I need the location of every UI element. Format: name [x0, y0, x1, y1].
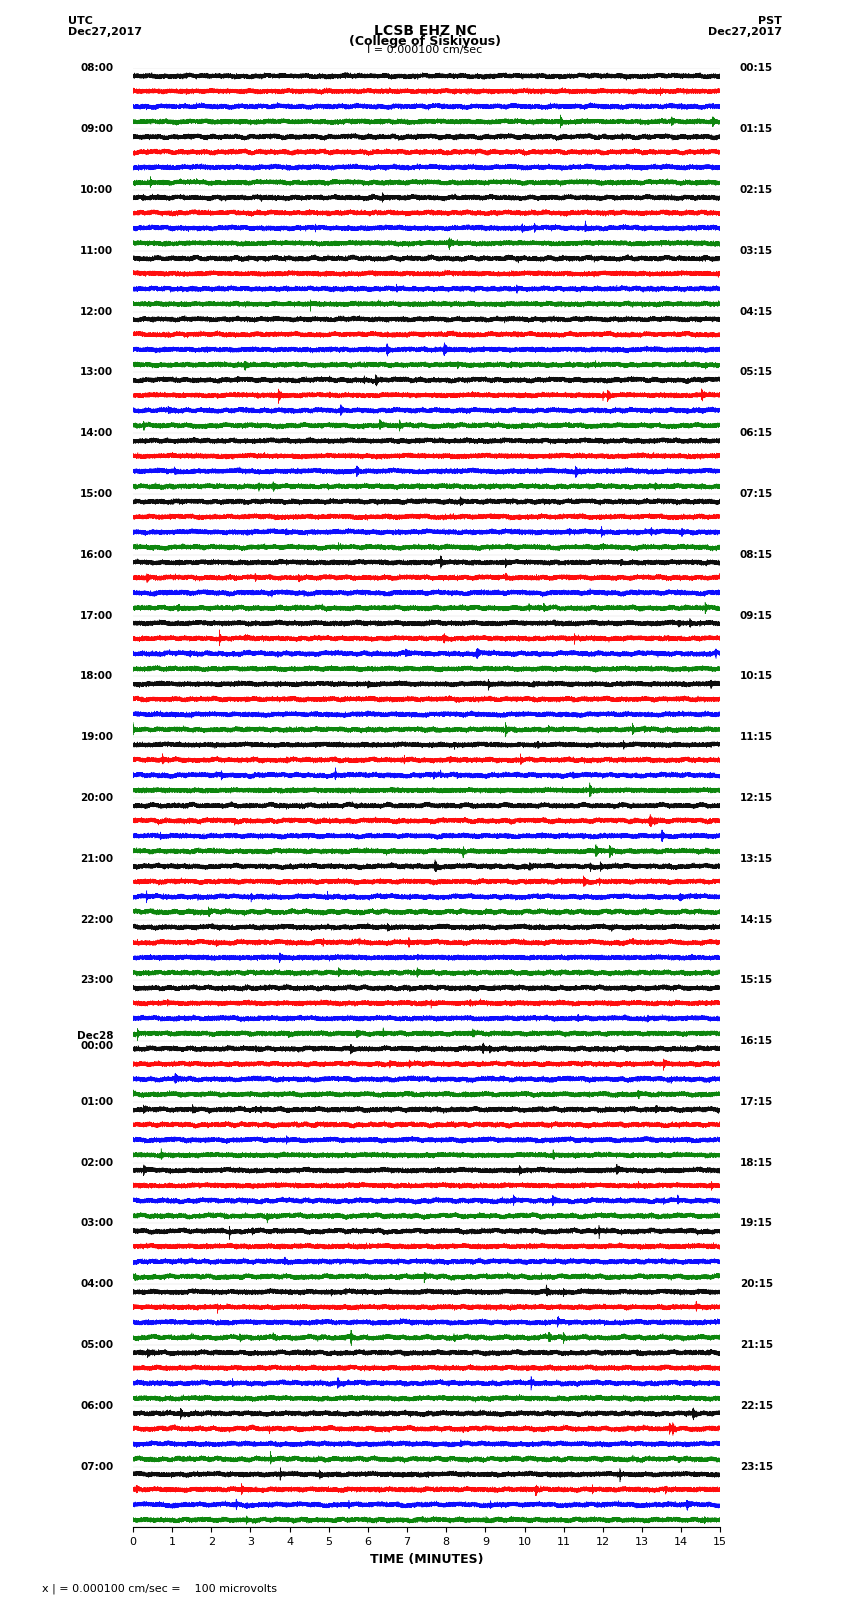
Text: 14:00: 14:00 — [80, 427, 113, 439]
Text: 08:15: 08:15 — [740, 550, 773, 560]
Text: 13:00: 13:00 — [80, 368, 113, 377]
Text: 01:00: 01:00 — [80, 1097, 113, 1107]
Text: 18:15: 18:15 — [740, 1158, 773, 1168]
Text: 06:15: 06:15 — [740, 427, 773, 439]
Text: 20:15: 20:15 — [740, 1279, 773, 1289]
Text: 12:15: 12:15 — [740, 794, 773, 803]
Text: 21:15: 21:15 — [740, 1340, 773, 1350]
Text: 13:15: 13:15 — [740, 853, 773, 863]
Text: 10:15: 10:15 — [740, 671, 773, 681]
Text: 21:00: 21:00 — [80, 853, 113, 863]
Text: 22:00: 22:00 — [80, 915, 113, 924]
Text: 16:00: 16:00 — [80, 550, 113, 560]
Text: 09:00: 09:00 — [81, 124, 113, 134]
Text: 02:00: 02:00 — [80, 1158, 113, 1168]
Text: 07:15: 07:15 — [740, 489, 774, 498]
Text: 11:15: 11:15 — [740, 732, 773, 742]
Text: 05:00: 05:00 — [80, 1340, 113, 1350]
Text: 10:00: 10:00 — [80, 185, 113, 195]
Text: 15:15: 15:15 — [740, 976, 773, 986]
Text: 16:15: 16:15 — [740, 1036, 773, 1047]
Text: 09:15: 09:15 — [740, 611, 773, 621]
Text: 18:00: 18:00 — [80, 671, 113, 681]
Text: 15:00: 15:00 — [80, 489, 113, 498]
Text: 03:00: 03:00 — [80, 1218, 113, 1229]
Text: Dec28: Dec28 — [76, 1031, 113, 1040]
Text: 06:00: 06:00 — [80, 1400, 113, 1411]
Text: 17:00: 17:00 — [80, 611, 113, 621]
Text: 19:00: 19:00 — [81, 732, 113, 742]
Text: 05:15: 05:15 — [740, 368, 773, 377]
Text: 22:15: 22:15 — [740, 1400, 773, 1411]
Text: LCSB EHZ NC: LCSB EHZ NC — [373, 24, 477, 39]
Text: 19:15: 19:15 — [740, 1218, 773, 1229]
Text: 08:00: 08:00 — [80, 63, 113, 73]
X-axis label: TIME (MINUTES): TIME (MINUTES) — [370, 1553, 484, 1566]
Text: 17:15: 17:15 — [740, 1097, 774, 1107]
Text: 20:00: 20:00 — [80, 794, 113, 803]
Text: Dec27,2017: Dec27,2017 — [68, 27, 142, 37]
Text: PST: PST — [758, 16, 782, 26]
Text: 23:00: 23:00 — [80, 976, 113, 986]
Text: UTC: UTC — [68, 16, 93, 26]
Text: Dec27,2017: Dec27,2017 — [708, 27, 782, 37]
Text: 23:15: 23:15 — [740, 1461, 773, 1471]
Text: 01:15: 01:15 — [740, 124, 773, 134]
Text: 11:00: 11:00 — [80, 245, 113, 256]
Text: 00:15: 00:15 — [740, 63, 773, 73]
Text: 03:15: 03:15 — [740, 245, 773, 256]
Text: I = 0.000100 cm/sec: I = 0.000100 cm/sec — [367, 45, 483, 55]
Text: 07:00: 07:00 — [80, 1461, 113, 1471]
Text: 02:15: 02:15 — [740, 185, 773, 195]
Text: 04:00: 04:00 — [80, 1279, 113, 1289]
Text: 00:00: 00:00 — [80, 1040, 113, 1052]
Text: 04:15: 04:15 — [740, 306, 774, 316]
Text: 14:15: 14:15 — [740, 915, 774, 924]
Text: x | = 0.000100 cm/sec =    100 microvolts: x | = 0.000100 cm/sec = 100 microvolts — [42, 1582, 277, 1594]
Text: (College of Siskiyous): (College of Siskiyous) — [349, 35, 501, 48]
Text: 12:00: 12:00 — [80, 306, 113, 316]
